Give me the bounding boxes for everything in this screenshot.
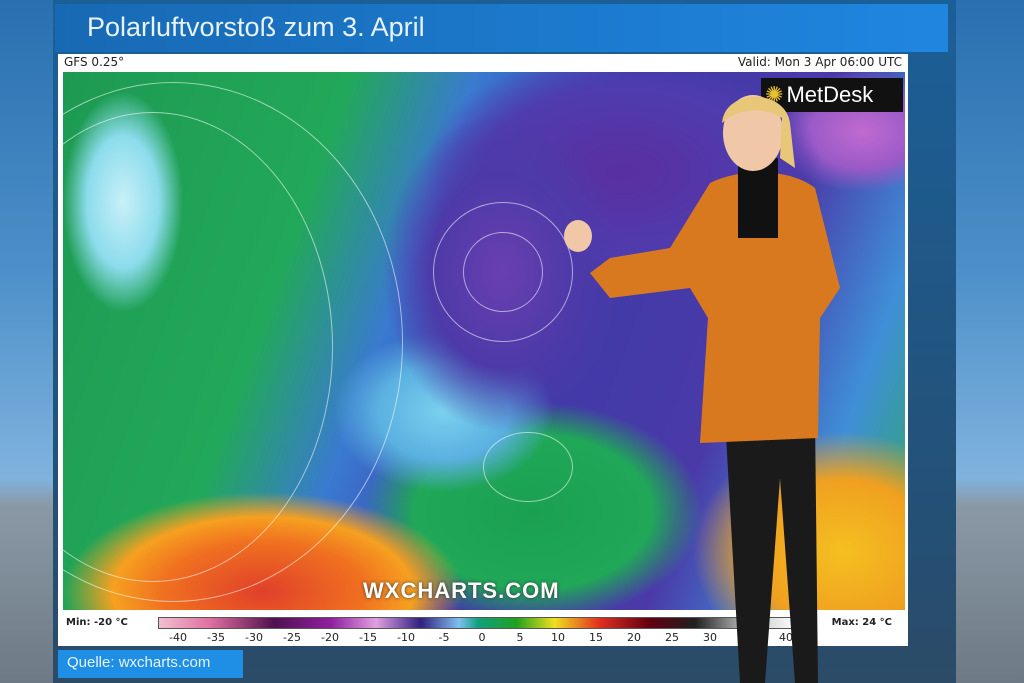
legs (725, 418, 818, 683)
colorbar-tick: 0 (478, 631, 486, 644)
colorbar-tick: -5 (438, 631, 450, 644)
dress (590, 172, 840, 443)
hand (564, 220, 592, 252)
title-bar: Polarluftvorstoß zum 3. April (55, 4, 948, 52)
page-title: Polarluftvorstoß zum 3. April (87, 12, 425, 42)
model-label: GFS 0.25° (64, 55, 125, 69)
colorbar-tick: -35 (207, 631, 225, 644)
isobar (433, 202, 573, 342)
presenter (564, 95, 840, 683)
turtleneck (738, 158, 778, 238)
legend-max: Max: 24 °C (831, 617, 892, 628)
isobar (483, 432, 573, 502)
face (723, 95, 783, 171)
metdesk-logo: ✺ MetDesk (761, 78, 903, 112)
colorbar-tick: -25 (283, 631, 301, 644)
colorbar-tick: 40 (779, 631, 793, 644)
colorbar-tick: 10 (551, 631, 565, 644)
temperature-legend: Min: -20 °C -40 -35 -30 -25 -20 -15 -10 -5 0 5 10 1… (58, 611, 908, 646)
colorbar-tick: -10 (397, 631, 415, 644)
legend-min: Min: -20 °C (66, 617, 128, 628)
hair (722, 96, 795, 168)
colorbar-tick: -20 (321, 631, 339, 644)
valid-time: Valid: Mon 3 Apr 06:00 UTC (737, 55, 902, 69)
colorbar-tick: -30 (245, 631, 263, 644)
watermark: WXCHARTS.COM (363, 578, 560, 603)
colorbar-tick: -15 (359, 631, 377, 644)
source-badge: Quelle: wxcharts.com (58, 650, 243, 678)
colorbar-tick: 15 (589, 631, 603, 644)
colorbar-tick: 30 (703, 631, 717, 644)
colorbar-tick: 5 (516, 631, 524, 644)
colorbar-tick: 20 (627, 631, 641, 644)
colorbar-tick: 25 (665, 631, 679, 644)
colorbar-tick: -40 (169, 631, 187, 644)
